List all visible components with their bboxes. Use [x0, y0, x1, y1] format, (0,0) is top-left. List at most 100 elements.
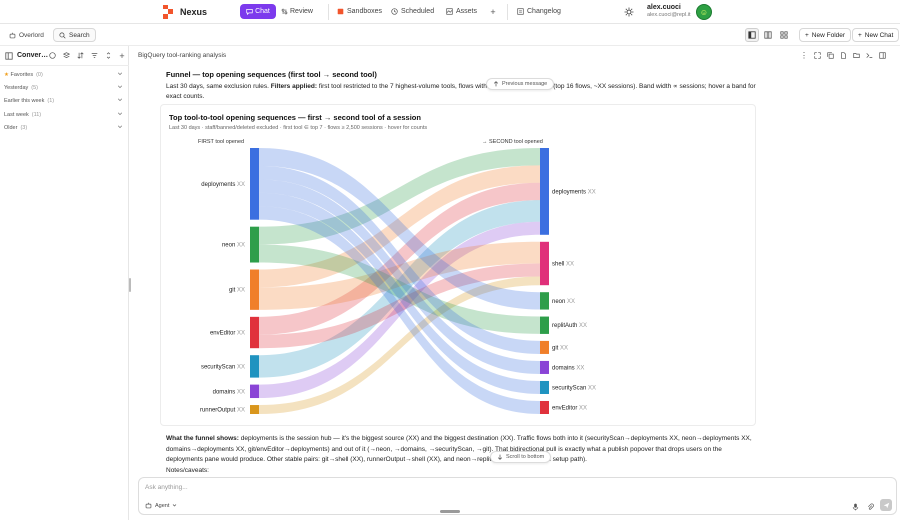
scroll-to-bottom-button[interactable]: Scroll to bottom: [490, 451, 552, 463]
sankey-flow-git-to-shell[interactable]: [259, 241, 540, 310]
sankey-target-node-neon[interactable]: [540, 292, 549, 310]
sankey-flow-envEditor-to-shell[interactable]: [259, 263, 540, 349]
sankey-flow-deployments-to-domains[interactable]: [259, 179, 540, 374]
bottom-drag-handle[interactable]: [440, 510, 460, 513]
user-email: alex.cuoci@repl.it: [647, 12, 691, 18]
sankey-source-node-envEditor[interactable]: [250, 316, 259, 349]
nav-scheduled[interactable]: Scheduled: [391, 4, 434, 19]
layout-grid-icon: [780, 31, 788, 39]
new-folder-label: New Folder: [811, 31, 846, 39]
sankey-source-node-securityScan[interactable]: [250, 355, 259, 378]
tab-chat[interactable]: Chat: [240, 4, 276, 19]
attachment-icon[interactable]: [866, 502, 875, 511]
view-switcher: [745, 28, 791, 42]
sankey-source-node-deployments[interactable]: [250, 148, 259, 220]
sankey-source-label: domains XX: [213, 389, 245, 395]
microphone-icon[interactable]: [851, 502, 860, 511]
sankey-target-node-domains[interactable]: [540, 360, 549, 374]
view-grid-button[interactable]: [777, 28, 791, 42]
document-icon[interactable]: [839, 51, 847, 59]
sankey-source-node-neon[interactable]: [250, 226, 259, 263]
terminal-icon[interactable]: [865, 51, 873, 59]
sankey-flow-deployments-to-securityScan[interactable]: [259, 192, 540, 394]
view-columns-button[interactable]: [761, 28, 775, 42]
sidebar-toggle-icon[interactable]: [5, 52, 13, 60]
message-input[interactable]: Ask anything...: [145, 484, 188, 491]
expand-icon[interactable]: [104, 51, 112, 60]
send-button[interactable]: [880, 499, 892, 511]
sidebar-resize-handle[interactable]: [129, 278, 131, 292]
notes-heading: Notes/caveats:: [166, 467, 209, 474]
message-composer[interactable]: Ask anything... Agent: [138, 477, 897, 515]
sort-icon[interactable]: [76, 51, 84, 60]
divider: [507, 4, 508, 20]
sankey-flow-securityScan-to-deployments[interactable]: [259, 200, 540, 378]
sankey-flow-envEditor-to-deployments[interactable]: [259, 182, 540, 335]
nav-changelog-label: Changelog: [527, 8, 561, 15]
new-chat-button[interactable]: + New Chat: [852, 28, 900, 42]
add-tab-button[interactable]: +: [488, 4, 498, 19]
new-folder-button[interactable]: + New Folder: [799, 28, 852, 42]
chevron-down-icon: [117, 125, 123, 129]
plus-icon[interactable]: +: [119, 50, 125, 61]
circle-icon[interactable]: [48, 51, 56, 60]
sidebar-group-yesterday[interactable]: Yesterday (5): [0, 81, 129, 94]
sankey-source-label: deployments XX: [201, 182, 245, 188]
chart-subtitle: Last 30 days · staff/banned/deleted excl…: [169, 125, 428, 131]
sankey-target-node-replitAuth[interactable]: [540, 316, 549, 334]
sankey-source-node-domains[interactable]: [250, 384, 259, 399]
sun-icon[interactable]: [624, 7, 634, 17]
sub-bar: Overlord Search + New Folder + New Chat: [0, 24, 900, 46]
previous-message-button[interactable]: Previous message: [486, 78, 555, 90]
tab-review[interactable]: Review: [281, 4, 313, 19]
sankey-flow-domains-to-deployments[interactable]: [259, 221, 540, 399]
view-split-button[interactable]: [745, 28, 759, 42]
search-button[interactable]: Search: [53, 28, 96, 42]
copy-icon[interactable]: [826, 51, 834, 59]
nav-scheduled-label: Scheduled: [401, 8, 435, 15]
panel-icon[interactable]: [878, 51, 886, 59]
sidebar-header: Conver… +: [0, 46, 129, 66]
sankey-flow-neon-to-deployments[interactable]: [259, 148, 540, 245]
nav-sandboxes[interactable]: Sandboxes: [337, 4, 382, 19]
chevron-down-icon: [117, 72, 123, 76]
agent-selector[interactable]: Agent: [145, 502, 177, 509]
review-icon: [281, 8, 288, 15]
sidebar-group-older[interactable]: Older (3): [0, 121, 129, 134]
fullscreen-icon[interactable]: [813, 51, 821, 59]
sidebar-group-earlier[interactable]: Earlier this week (1): [0, 94, 129, 107]
sidebar-group-favorites[interactable]: ★ Favorites (0): [0, 68, 129, 81]
sankey-flow-neon-to-replitAuth[interactable]: [259, 244, 540, 334]
filter-icon[interactable]: [90, 51, 98, 60]
sankey-target-node-shell[interactable]: [540, 241, 549, 286]
sankey-source-node-git[interactable]: [250, 269, 259, 310]
nav-assets[interactable]: Assets: [446, 4, 477, 19]
sankey-target-node-deployments[interactable]: [540, 148, 549, 235]
clock-icon: [391, 8, 398, 15]
nav-changelog[interactable]: Changelog: [517, 4, 561, 19]
sankey-target-node-git[interactable]: [540, 340, 549, 354]
chevron-down-icon: [117, 85, 123, 89]
sankey-target-node-securityScan[interactable]: [540, 380, 549, 394]
layers-icon[interactable]: [62, 51, 70, 60]
sankey-target-label: securityScan XX: [552, 385, 596, 391]
sankey-source-node-runnerOutput[interactable]: [250, 405, 259, 414]
sankey-flow-deployments-to-git[interactable]: [259, 165, 540, 354]
sankey-flow-deployments-to-neon[interactable]: [259, 148, 540, 310]
sankey-flow-deployments-to-envEditor[interactable]: [259, 206, 540, 414]
avatar[interactable]: ☺: [696, 4, 712, 20]
sankey-target-node-envEditor[interactable]: [540, 400, 549, 414]
sidebar-group-last-week[interactable]: Last week (11): [0, 108, 129, 121]
chevron-down-icon: [117, 112, 123, 116]
more-icon[interactable]: ⋮: [800, 50, 808, 60]
conversations-sidebar: Conver… + ★ Favorites (0) Yesterday (5) Ea…: [0, 46, 129, 520]
sankey-flow-git-to-deployments[interactable]: [259, 165, 540, 288]
sankey-target-label: neon XX: [552, 299, 575, 305]
folder-icon[interactable]: [852, 51, 860, 59]
tab-chat-label: Chat: [255, 8, 270, 15]
sankey-source-label: securityScan XX: [201, 364, 245, 370]
sandboxes-icon: [337, 8, 344, 15]
sankey-target-label: domains XX: [552, 365, 584, 371]
sankey-flow-runnerOutput-to-shell[interactable]: [259, 276, 540, 414]
overlord-button[interactable]: Overlord: [4, 28, 49, 42]
